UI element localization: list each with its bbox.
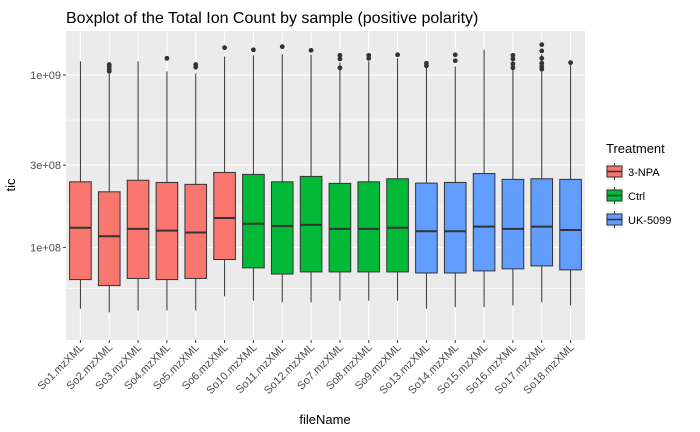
outlier-point xyxy=(510,52,516,58)
box-body xyxy=(415,182,438,274)
box-body xyxy=(559,178,582,271)
outlier-point xyxy=(366,52,372,58)
box-body xyxy=(530,178,554,267)
x-axis: So1.mzXMLSo2.mzXMLSo3.mzXMLSo4.mzXMLSo5.… xyxy=(36,340,577,397)
box-So12.mzXML xyxy=(299,47,323,303)
outlier-point xyxy=(539,60,545,66)
box-body xyxy=(270,181,294,275)
outlier-point xyxy=(452,58,458,64)
legend-key-Ctrl xyxy=(606,187,623,204)
outlier-point xyxy=(337,56,343,62)
outlier-point xyxy=(106,62,112,67)
y-axis-title: tic xyxy=(3,178,18,192)
box-So8.mzXML xyxy=(357,52,381,301)
legend-title: Treatment xyxy=(606,141,665,156)
outlier-point xyxy=(251,47,256,53)
box-body xyxy=(443,181,467,274)
y-tick-label: 3e+08 xyxy=(30,160,61,172)
outlier-point xyxy=(510,61,516,67)
outlier-point xyxy=(164,55,170,61)
box-So15.mzXML xyxy=(472,49,496,308)
chart-title: Boxplot of the Total Ion Count by sample… xyxy=(66,10,478,27)
outlier-point xyxy=(337,52,343,58)
box-So18.mzXML xyxy=(559,60,582,306)
outlier-point xyxy=(395,52,400,58)
legend-label: 3-NPA xyxy=(628,167,660,179)
outlier-point xyxy=(510,56,516,62)
box-So11.mzXML xyxy=(270,44,294,303)
legend-label: UK-5099 xyxy=(628,215,671,227)
outlier-point xyxy=(539,55,545,61)
outlier-point xyxy=(424,60,429,66)
box-body xyxy=(328,182,352,273)
box-So2.mzXML xyxy=(97,62,121,313)
box-So3.mzXML xyxy=(126,61,150,311)
legend-key-3-NPA xyxy=(606,163,623,180)
outlier-point xyxy=(193,62,199,67)
box-So5.mzXML xyxy=(184,62,208,311)
outlier-point xyxy=(222,45,227,51)
legend-label: Ctrl xyxy=(628,191,645,203)
outlier-point xyxy=(452,52,458,58)
boxes-layer xyxy=(69,42,582,313)
x-axis-title: fileName xyxy=(299,412,350,427)
box-So13.mzXML xyxy=(415,60,438,309)
legend-key-UK-5099 xyxy=(606,211,623,228)
box-So16.mzXML xyxy=(501,52,525,306)
box-So7.mzXML xyxy=(328,52,352,301)
box-body xyxy=(501,178,525,270)
outlier-point xyxy=(539,48,545,54)
outlier-point xyxy=(568,60,573,66)
outlier-point xyxy=(279,44,285,50)
y-axis: 1e+08 3e+08 1e+09 xyxy=(30,70,66,254)
y-tick-label: 1e+09 xyxy=(30,70,61,82)
box-So4.mzXML xyxy=(155,55,179,311)
box-So14.mzXML xyxy=(443,52,467,308)
box-body xyxy=(357,181,381,273)
outlier-point xyxy=(308,47,314,53)
outlier-point xyxy=(337,65,343,71)
box-body xyxy=(386,178,409,273)
outlier-point xyxy=(510,65,516,71)
box-So10.mzXML xyxy=(242,47,265,301)
box-So9.mzXML xyxy=(386,52,409,301)
box-body xyxy=(242,173,265,269)
box-body xyxy=(472,173,496,272)
y-tick-label: 1e+08 xyxy=(30,242,61,254)
box-So1.mzXML xyxy=(69,61,92,309)
box-So6.mzXML xyxy=(213,45,236,297)
box-body xyxy=(213,171,236,261)
box-So17.mzXML xyxy=(530,42,554,303)
legend: Treatment 3-NPA Ctrl UK-5099 xyxy=(606,141,671,228)
box-body xyxy=(97,191,121,287)
box-body xyxy=(184,183,208,279)
box-body xyxy=(69,181,92,281)
outlier-point xyxy=(539,42,545,48)
